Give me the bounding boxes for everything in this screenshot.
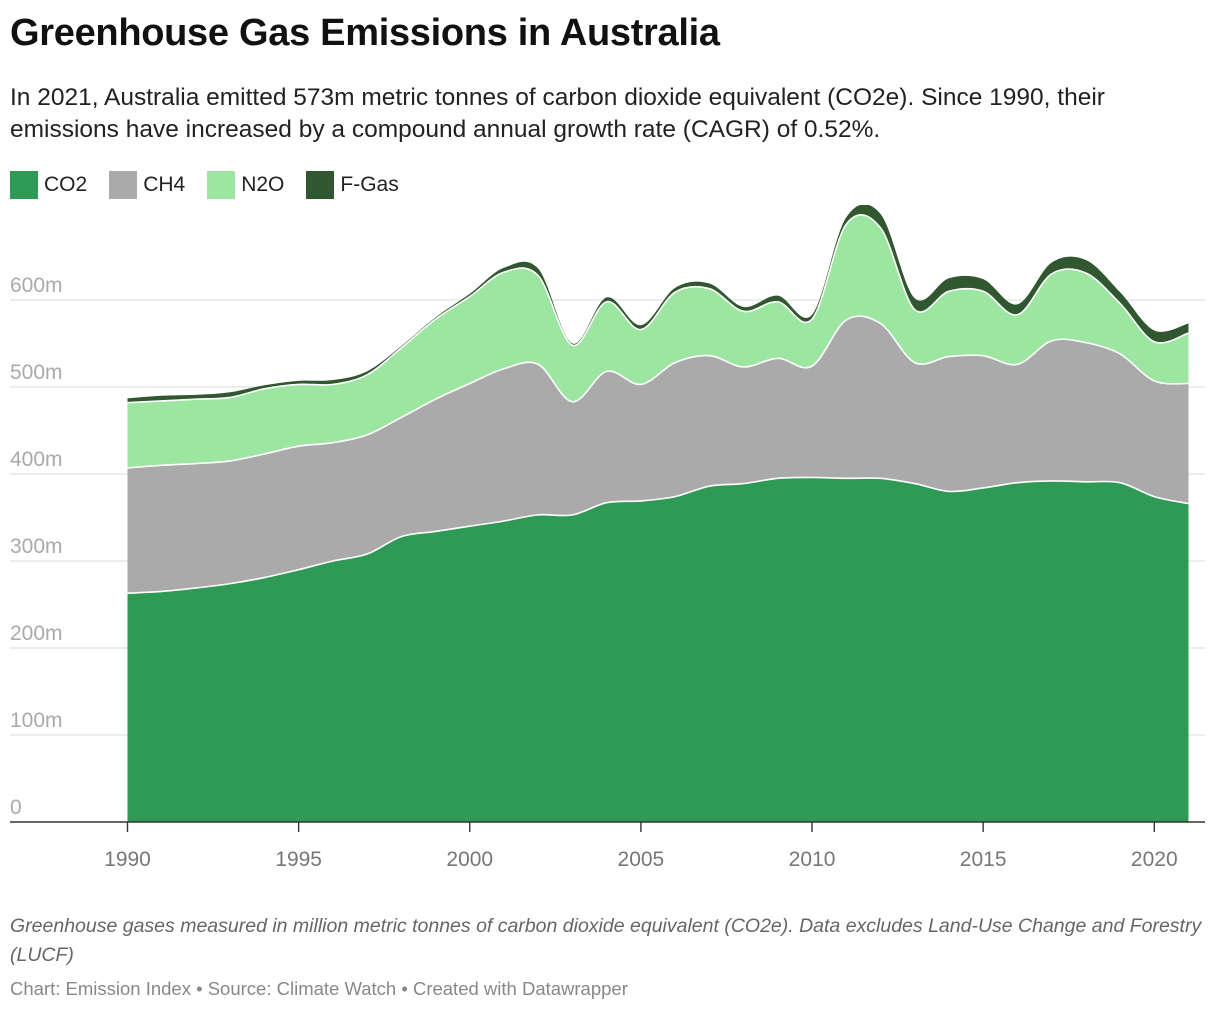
stacked-area-chart: 0 100m 200m 300m 400m 500m 600m 1990 1995 2000 200… <box>10 205 1205 871</box>
legend-swatch-co2 <box>10 171 38 199</box>
area-edge-n2o <box>127 214 1189 404</box>
area-edge-ch4 <box>127 315 1189 469</box>
area-co2 <box>127 477 1189 822</box>
y-tick-label-500: 500m <box>10 361 63 384</box>
chart-byline: Chart: Emission Index • Source: Climate … <box>10 978 628 999</box>
area-edge-co2 <box>127 476 1189 594</box>
y-tick-label-200: 200m <box>10 622 63 645</box>
y-tick-label-600: 600m <box>10 274 63 297</box>
legend-item-n2o: N2O <box>207 171 284 199</box>
x-tick-label-2005: 2005 <box>618 848 665 871</box>
x-tick-label-2020: 2020 <box>1131 848 1178 871</box>
x-tick-label-1995: 1995 <box>275 848 322 871</box>
y-tick-label-0: 0 <box>10 796 22 819</box>
legend-swatch-f-gas <box>306 171 335 199</box>
chart-notes: Greenhouse gases measured in million met… <box>10 915 1202 966</box>
x-tick-label-2010: 2010 <box>789 848 836 871</box>
x-tick-label-2015: 2015 <box>960 848 1007 871</box>
x-tick-label-2000: 2000 <box>446 848 493 871</box>
chart-title: Greenhouse Gas Emissions in Australia <box>10 12 720 54</box>
legend-label-n2o: N2O <box>241 173 285 196</box>
y-tick-label-100: 100m <box>10 709 63 732</box>
y-tick-label-400: 400m <box>10 448 63 471</box>
y-tick-label-300: 300m <box>10 535 63 558</box>
legend-label-co2: CO2 <box>44 173 88 196</box>
legend-item-co2: CO2 <box>10 171 87 199</box>
chart-subtitle: In 2021, Australia emitted 573m metric t… <box>10 84 1105 143</box>
legend: CO2 CH4 N2O F-Gas <box>10 170 421 200</box>
legend-swatch-n2o <box>207 171 236 199</box>
legend-swatch-ch4 <box>109 171 138 199</box>
legend-item-f-gas: F-Gas <box>306 171 399 199</box>
x-tick-label-1990: 1990 <box>104 848 151 871</box>
legend-item-ch4: CH4 <box>109 171 185 199</box>
legend-label-ch4: CH4 <box>143 173 186 196</box>
legend-label-f-gas: F-Gas <box>340 173 399 196</box>
